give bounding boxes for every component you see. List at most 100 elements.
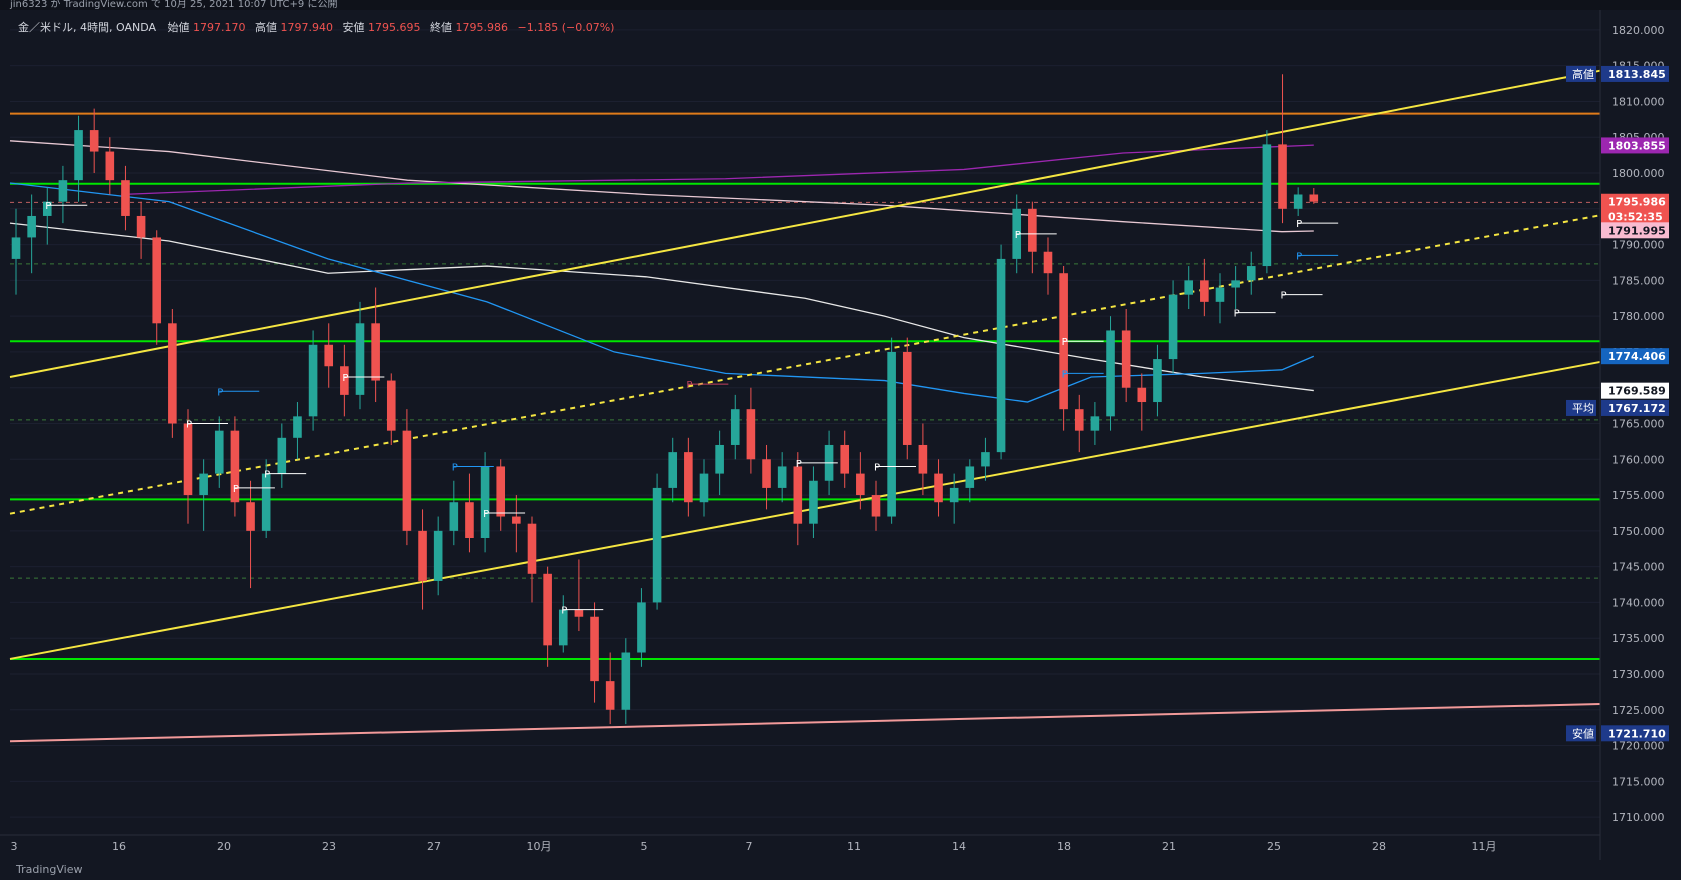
price-tick-label: 1740.000 xyxy=(1612,596,1665,609)
candle-body xyxy=(465,502,474,539)
time-axis[interactable]: 3 16 20 23 27 10月 5 7 11 14 18 21 25 28 11月 xyxy=(0,834,1600,853)
candle-body xyxy=(340,366,349,395)
candle-body xyxy=(1184,280,1194,295)
candle-body xyxy=(621,652,631,710)
candle-body xyxy=(1309,194,1319,202)
price-tag-label-bg xyxy=(1566,725,1596,742)
price-axis[interactable]: 1820.0001815.0001810.0001805.0001800.000… xyxy=(1566,10,1681,860)
candle-body xyxy=(152,237,162,324)
price-tick-label: 1810.000 xyxy=(1612,95,1665,108)
svg-text:金／米ドル, 4時間, OANDA 始値: 金／米ドル, 4時間, OANDA 始値 1797.170 高値 1797.94… xyxy=(18,20,614,34)
publish-bar: jin6323 が TradingView.com で 10月 25, 2021… xyxy=(0,0,1681,10)
candle-body xyxy=(949,487,959,503)
trend-line xyxy=(9,69,1601,378)
pivot-label: P xyxy=(561,606,567,617)
candle-body xyxy=(1106,330,1115,417)
trend-lines xyxy=(9,69,1601,743)
price-tick-label: 1730.000 xyxy=(1612,668,1665,681)
pivot-label: P xyxy=(186,420,192,431)
candle-body xyxy=(355,323,365,395)
candle-body xyxy=(27,215,36,238)
price-tick-label: 1800.000 xyxy=(1612,167,1665,180)
pivot-label: P xyxy=(1281,291,1287,302)
price-tag-value: 1795.986 xyxy=(1608,196,1666,209)
time-tick-label: 28 xyxy=(1372,840,1386,853)
pivot-label: P xyxy=(1296,251,1302,262)
pivot-label: P xyxy=(1015,230,1021,241)
low-value: 1795.695 xyxy=(368,21,421,34)
price-tag-bg xyxy=(1601,65,1669,82)
candle-body xyxy=(746,409,756,460)
ma-line xyxy=(9,182,1315,403)
candle-body xyxy=(1137,387,1147,403)
trend-line xyxy=(9,360,1601,660)
candle-body xyxy=(684,452,693,503)
pivot-label: P xyxy=(264,470,270,481)
ma-line xyxy=(9,222,1314,392)
ma-line xyxy=(9,140,1314,233)
pivot-label: P xyxy=(342,373,348,384)
candle-body xyxy=(512,516,521,524)
candle-body xyxy=(183,423,193,496)
time-tick-label: 27 xyxy=(427,840,441,853)
price-tick-label: 1720.000 xyxy=(1612,740,1665,753)
time-tick-label: 5 xyxy=(641,840,648,853)
grid-lines xyxy=(10,29,1600,818)
candle-body xyxy=(590,616,599,682)
candle-body xyxy=(293,416,302,438)
pivot-label: P xyxy=(233,484,239,495)
price-tick-label: 1715.000 xyxy=(1612,775,1665,788)
candle-body xyxy=(637,602,646,653)
price-tick-label: 1780.000 xyxy=(1612,310,1665,323)
price-tag-bg xyxy=(1601,222,1669,239)
candle-body xyxy=(762,459,771,488)
candle-body xyxy=(136,215,146,238)
price-tag-label: 安値 xyxy=(1572,726,1594,740)
high-label: 高値 xyxy=(255,20,277,34)
price-tag-value: 1803.855 xyxy=(1608,139,1666,152)
candle-body xyxy=(1028,208,1037,252)
candle-body xyxy=(730,409,740,445)
pivot-label: P xyxy=(1062,337,1068,348)
candle-body xyxy=(418,530,427,581)
candle-body xyxy=(308,344,318,417)
pivot-label: P xyxy=(1234,309,1240,320)
candle-body xyxy=(809,480,818,524)
candle-body xyxy=(1246,266,1256,281)
price-tag-label: 高値 xyxy=(1572,67,1594,81)
candle-body xyxy=(605,681,615,710)
candle-body xyxy=(11,237,21,259)
price-tick-label: 1745.000 xyxy=(1612,561,1665,574)
time-tick-label: 11月 xyxy=(1472,840,1497,853)
price-tag-value: 1769.589 xyxy=(1608,385,1666,398)
candle-body xyxy=(793,466,803,524)
symbol-label: 金／米ドル, 4時間, OANDA xyxy=(18,20,156,34)
candle-body xyxy=(230,430,240,503)
candle-body xyxy=(1200,280,1209,302)
pivot-label: P xyxy=(1062,369,1068,380)
price-tick-label: 1755.000 xyxy=(1612,489,1665,502)
time-tick-label: 3 xyxy=(11,840,18,853)
price-tag-value: 03:52:35 xyxy=(1608,211,1663,224)
publish-line: jin6323 が TradingView.com で 10月 25, 2021… xyxy=(10,0,338,10)
pivot-markers: P P P P P P P P P P P P P P P P P P P xyxy=(45,201,1339,617)
ma-line xyxy=(121,144,1314,196)
candle-body xyxy=(402,430,412,531)
time-tick-label: 20 xyxy=(217,840,231,853)
price-tick-label: 1820.000 xyxy=(1612,24,1665,37)
price-tag-value: 1721.710 xyxy=(1608,727,1666,740)
footer-bar: TradingView xyxy=(0,860,1681,880)
time-tick-label: 11 xyxy=(847,840,861,853)
time-tick-label: 25 xyxy=(1267,840,1281,853)
price-tick-label: 1735.000 xyxy=(1612,632,1665,645)
candle-body xyxy=(918,444,928,474)
price-tag-label-bg xyxy=(1566,399,1596,416)
price-tick-label: 1710.000 xyxy=(1612,811,1665,824)
candle-body xyxy=(856,473,865,496)
candle-body xyxy=(42,201,52,216)
close-label: 終値 xyxy=(430,20,452,34)
candle-body xyxy=(324,344,334,367)
pivot-label: P xyxy=(1296,219,1302,230)
candle-body xyxy=(777,466,787,488)
